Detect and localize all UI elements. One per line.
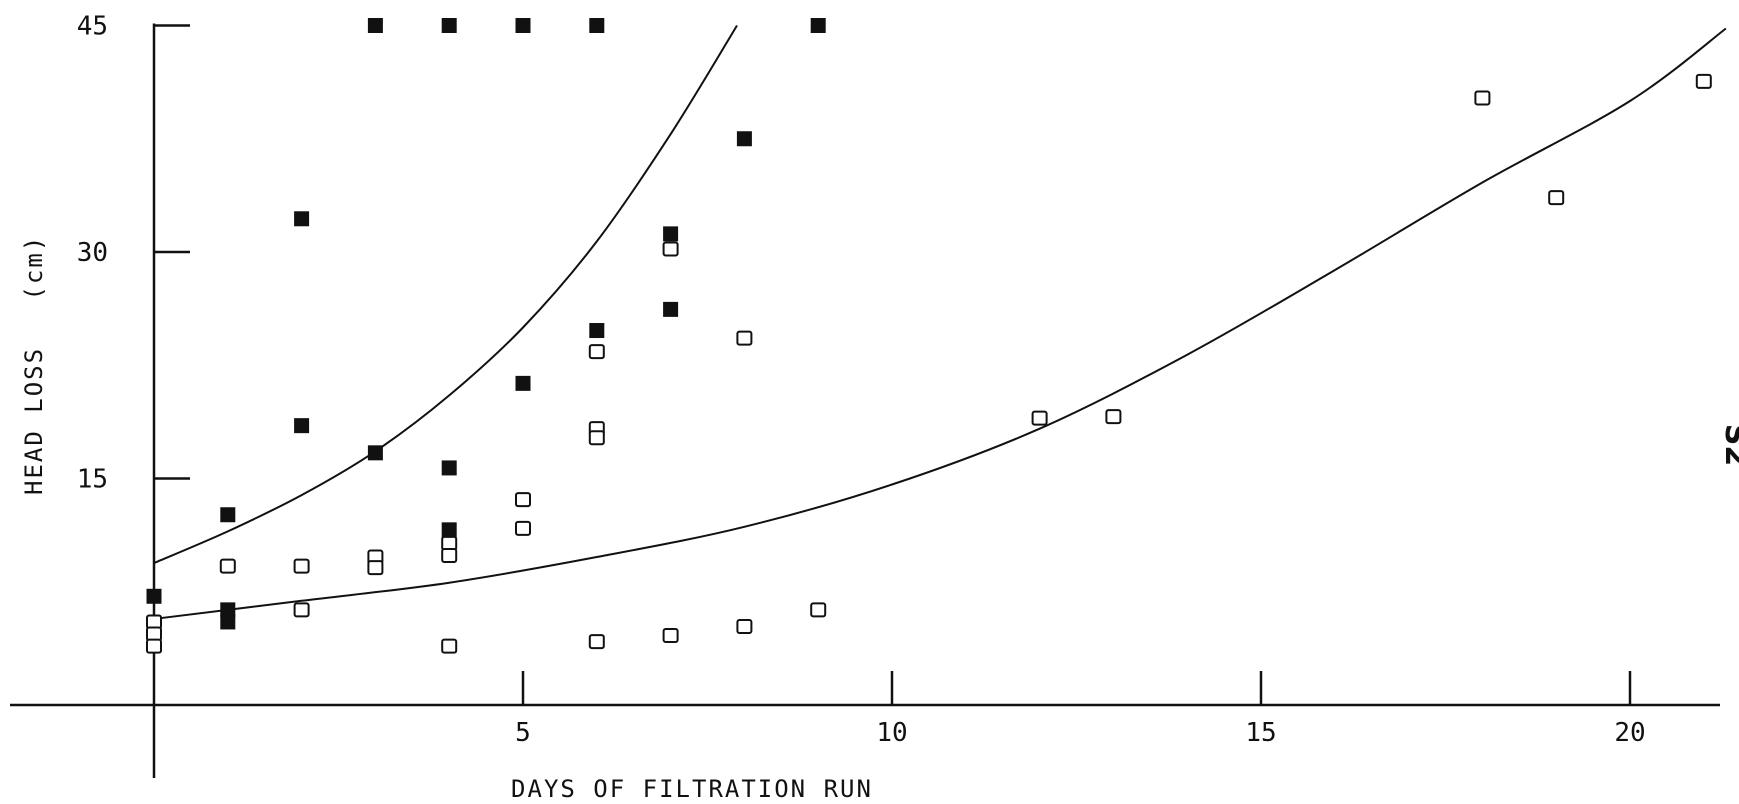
y-axis-title-text: HEAD LOSS	[20, 347, 48, 495]
y-tick-label: 30	[77, 238, 108, 268]
filled-square-point	[736, 131, 752, 147]
filled-square-point	[589, 323, 605, 339]
open-square-point	[146, 638, 162, 654]
filled-square-point	[589, 18, 605, 33]
open-square-point	[1031, 410, 1048, 426]
filled-square-point	[515, 375, 531, 391]
fitted-curve-2	[153, 27, 1727, 620]
open-square-point	[588, 430, 605, 446]
filled-square-point	[663, 301, 679, 317]
y-tick-label: 15	[77, 465, 108, 495]
y-axis-unit: (cm)	[20, 235, 48, 301]
tick-labels: 5 10 15 20 15 30 45	[77, 12, 1646, 749]
open-square-point	[441, 638, 458, 654]
filled-square-point	[220, 602, 236, 618]
axes	[10, 23, 1720, 778]
open-square-point	[1474, 90, 1491, 106]
filled-square-point	[294, 211, 310, 227]
filled-square-point	[294, 418, 310, 434]
filled-square-point	[515, 18, 531, 33]
x-tick-label: 20	[1614, 718, 1645, 748]
open-square-point	[588, 344, 605, 360]
open-square-point	[588, 634, 605, 650]
data-markers	[146, 18, 1712, 654]
open-square-point	[736, 618, 753, 634]
open-square-point	[662, 628, 679, 644]
fitted-curve-1	[153, 24, 738, 564]
filled-square-point	[441, 18, 457, 33]
filled-square-point	[441, 460, 457, 476]
open-square-point	[441, 548, 458, 564]
open-square-point	[1695, 73, 1712, 89]
fitted-curves	[153, 24, 1727, 620]
open-square-point	[810, 602, 827, 618]
open-square-point	[441, 535, 458, 551]
open-square-point	[146, 614, 162, 630]
y-axis-title: HEAD LOSS (cm)	[20, 235, 48, 495]
x-tick-label: 10	[876, 718, 907, 748]
x-tick-label: 15	[1245, 718, 1276, 748]
open-square-point	[736, 330, 753, 346]
open-square-point	[515, 520, 531, 536]
filled-square-point	[367, 18, 383, 33]
filled-square-point	[146, 588, 162, 604]
open-square-point	[367, 560, 384, 576]
filled-square-point	[367, 445, 383, 461]
filled-square-point	[441, 522, 457, 538]
filled-square-point	[220, 507, 236, 523]
y-tick-label: 45	[77, 12, 108, 42]
open-square-point	[146, 626, 162, 642]
x-tick-label: 5	[515, 718, 531, 748]
open-square-point	[662, 241, 679, 257]
open-square-point	[1548, 190, 1565, 206]
open-square-point	[219, 558, 236, 574]
open-square-point	[293, 558, 310, 574]
open-square-point	[515, 492, 531, 508]
filled-square-point	[810, 18, 826, 33]
open-square-point	[1105, 409, 1122, 425]
x-axis-title: DAYS OF FILTRATION RUN	[511, 775, 873, 803]
side-mark: S2	[1718, 424, 1739, 466]
filled-square-point	[220, 614, 236, 630]
filled-square-point	[663, 226, 679, 242]
open-square-point	[293, 602, 310, 618]
